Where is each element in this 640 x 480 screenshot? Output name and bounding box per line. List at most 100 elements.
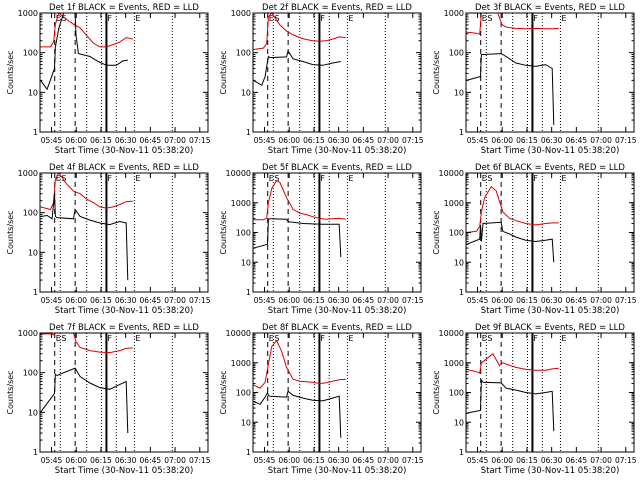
series-events-line (466, 53, 555, 126)
marker-label: E (269, 334, 274, 343)
y-tick-label: 1 (33, 128, 38, 137)
x-tick-label: 06:00 (278, 296, 300, 305)
marker-label: F (533, 334, 538, 343)
series-events-line (253, 390, 342, 438)
y-tick-label: 1000 (18, 169, 38, 178)
x-tick-label: 06:15 (90, 136, 112, 145)
plot-frame (39, 332, 209, 453)
marker-label: E (482, 174, 487, 183)
marker-label: S (487, 334, 492, 343)
x-tick-label: 06:30 (115, 456, 137, 465)
series-lld-line (40, 332, 133, 354)
series-events-line (253, 218, 342, 258)
x-tick-label: 05:45 (467, 456, 489, 465)
x-axis-label: Start Time (30-Nov-11 05:38:20) (481, 306, 620, 316)
x-tick-label: 06:15 (90, 456, 112, 465)
x-tick-label: 05:45 (41, 296, 63, 305)
marker-label: S (274, 174, 279, 183)
x-axis-label: Start Time (30-Nov-11 05:38:20) (55, 146, 194, 156)
x-tick-label: 07:00 (590, 456, 612, 465)
y-tick-label: 10 (28, 88, 38, 97)
y-tick-label: 100 (23, 369, 38, 378)
x-axis-label: Start Time (30-Nov-11 05:38:20) (268, 306, 407, 316)
series-lld-line (253, 12, 346, 50)
series-events-line (40, 12, 128, 91)
marker-label: S (487, 14, 492, 23)
x-tick-label: 07:15 (402, 296, 424, 305)
marker-label: E (561, 334, 566, 343)
x-tick-label: 06:45 (353, 136, 375, 145)
y-tick-label: 100 (449, 389, 464, 398)
y-tick-label: 10 (241, 88, 251, 97)
marker-label: S (61, 14, 66, 23)
x-tick-label: 06:45 (140, 456, 162, 465)
marker-label: S (274, 334, 279, 343)
x-tick-label: 06:30 (115, 296, 137, 305)
x-tick-label: 07:15 (402, 136, 424, 145)
x-tick-label: 06:15 (303, 456, 325, 465)
y-tick-label: 10 (241, 258, 251, 267)
y-tick-label: 10000 (226, 169, 251, 178)
y-axis-label: Counts/sec (6, 50, 15, 94)
x-tick-label: 06:15 (516, 296, 538, 305)
x-tick-label: 05:45 (254, 456, 276, 465)
panel-title: Det 2f BLACK = Events, RED = LLD (262, 3, 412, 13)
x-tick-label: 06:45 (353, 456, 375, 465)
marker-label: E (482, 14, 487, 23)
y-tick-label: 100 (236, 49, 251, 58)
series-lld-line (466, 353, 559, 374)
x-axis-label: Start Time (30-Nov-11 05:38:20) (55, 306, 194, 316)
x-tick-label: 07:00 (590, 136, 612, 145)
y-tick-label: 1000 (444, 9, 464, 18)
plot-frame (252, 172, 422, 293)
marker-label: E (348, 14, 353, 23)
x-tick-label: 07:00 (377, 136, 399, 145)
series-events-line (40, 367, 129, 434)
y-axis-label: Counts/sec (219, 370, 228, 414)
x-tick-label: 07:15 (615, 456, 637, 465)
y-tick-label: 1 (33, 448, 38, 457)
series-lld-line (466, 185, 559, 233)
y-tick-label: 10 (28, 248, 38, 257)
x-tick-label: 05:45 (254, 136, 276, 145)
x-tick-label: 06:00 (65, 136, 87, 145)
y-axis-label: Counts/sec (219, 50, 228, 94)
x-tick-label: 06:45 (566, 136, 588, 145)
x-tick-label: 06:00 (65, 456, 87, 465)
x-tick-label: 07:00 (164, 296, 186, 305)
y-tick-label: 10000 (439, 329, 464, 338)
marker-label: E (135, 174, 140, 183)
x-tick-label: 05:45 (467, 296, 489, 305)
y-tick-label: 100 (23, 49, 38, 58)
x-tick-label: 06:45 (566, 456, 588, 465)
y-tick-label: 100 (449, 49, 464, 58)
panel-title: Det 7f BLACK = Events, RED = LLD (49, 323, 199, 333)
marker-label: F (107, 174, 112, 183)
x-axis-label: Start Time (30-Nov-11 05:38:20) (55, 466, 194, 476)
marker-label: F (320, 14, 325, 23)
x-axis-label: Start Time (30-Nov-11 05:38:20) (268, 466, 407, 476)
x-tick-label: 07:00 (377, 456, 399, 465)
y-tick-label: 1000 (231, 199, 251, 208)
marker-label: E (348, 334, 353, 343)
x-tick-label: 05:45 (467, 136, 489, 145)
panel-title: Det 8f BLACK = Events, RED = LLD (262, 323, 412, 333)
y-tick-label: 1 (459, 288, 464, 297)
x-axis-label: Start Time (30-Nov-11 05:38:20) (481, 146, 620, 156)
x-tick-label: 07:15 (615, 136, 637, 145)
y-tick-label: 1 (246, 448, 251, 457)
plot-frame (465, 172, 635, 293)
y-tick-label: 100 (449, 229, 464, 238)
y-tick-label: 100 (236, 389, 251, 398)
series-lld-line (253, 339, 346, 389)
x-tick-label: 06:00 (491, 296, 513, 305)
x-tick-label: 06:30 (328, 136, 350, 145)
y-tick-label: 10 (454, 418, 464, 427)
panel-title: Det 6f BLACK = Events, RED = LLD (475, 163, 625, 173)
x-tick-label: 07:15 (189, 136, 211, 145)
panel-title: Det 4f BLACK = Events, RED = LLD (49, 163, 199, 173)
